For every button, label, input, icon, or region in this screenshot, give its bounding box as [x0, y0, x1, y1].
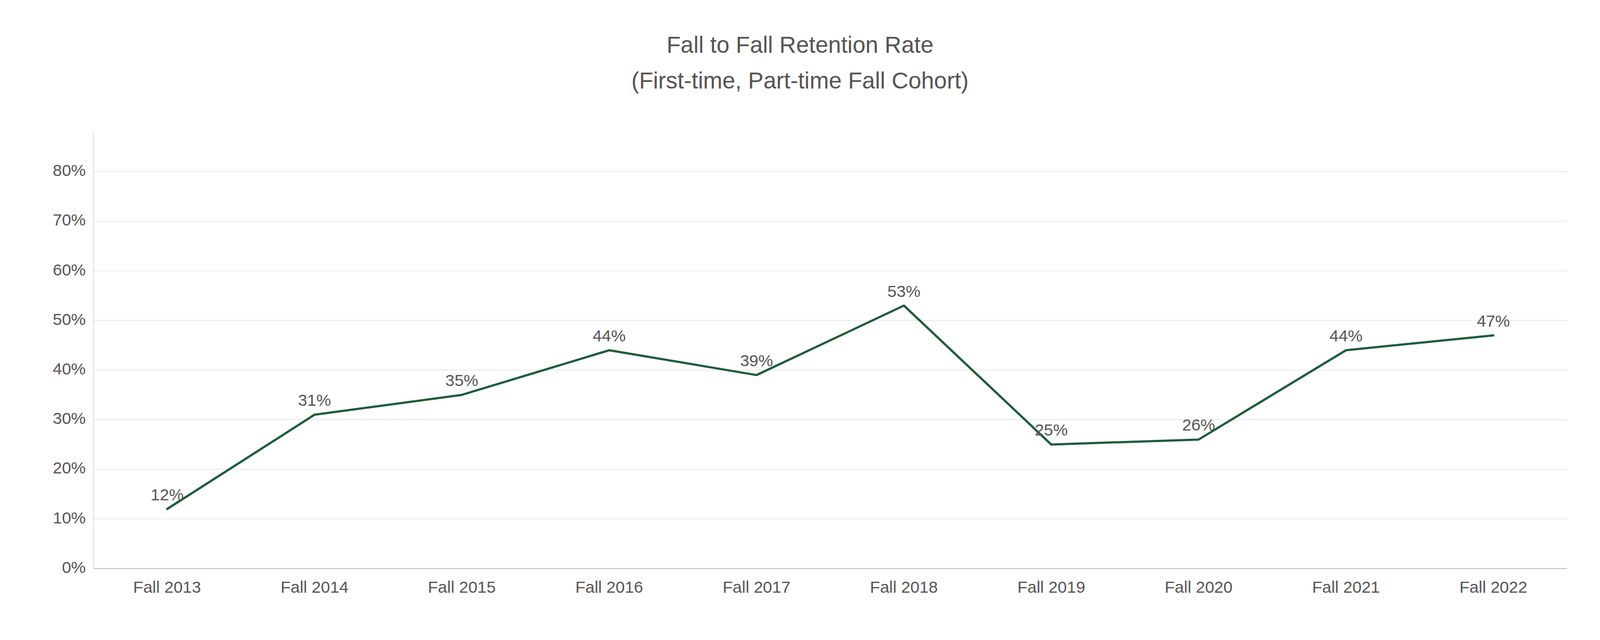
y-tick-label: 20%: [52, 458, 86, 477]
data-label: 26%: [1182, 415, 1216, 434]
x-tick-label: Fall 2014: [280, 577, 348, 596]
x-tick-label: Fall 2019: [1017, 577, 1085, 596]
y-tick-label: 0%: [62, 557, 86, 577]
grid-line: [93, 369, 1568, 371]
grid-line: [93, 419, 1568, 420]
x-tick-label: Fall 2018: [870, 577, 938, 596]
data-label: 47%: [1476, 311, 1510, 330]
y-tick-label: 50%: [52, 309, 86, 329]
title: Fall to Fall Retention Rate: [666, 31, 934, 58]
grid-line: [93, 270, 1568, 271]
y-axis-line: [92, 131, 94, 569]
chart-svg: Fall to Fall Retention Rate (First-time, …: [0, 0, 1600, 640]
y-tick-label: 30%: [52, 408, 86, 428]
y-tick-label: 40%: [52, 359, 86, 378]
series-group: [167, 305, 1494, 509]
data-label: 25%: [1034, 420, 1068, 439]
y-tick-label: 80%: [52, 161, 86, 180]
grid-line: [93, 319, 1568, 321]
data-label: 39%: [739, 351, 773, 370]
subtitle: (First-time, Part-time Fall Cohort): [631, 67, 970, 94]
x-tick-label: Fall 2016: [575, 577, 644, 596]
x-tick-label: Fall 2022: [1459, 577, 1527, 596]
grid-line: [93, 568, 1568, 569]
grid-line: [93, 171, 1568, 173]
x-axis-line: [93, 567, 1568, 569]
grid-line: [93, 518, 1568, 519]
y-tick-label: 70%: [52, 210, 86, 229]
x-tick-label: Fall 2017: [722, 577, 791, 596]
data-label: 44%: [1329, 326, 1363, 345]
data-label: 44%: [592, 326, 626, 345]
chart-container: Fall to Fall Retention Rate (First-time, …: [0, 0, 1600, 640]
data-label: 12%: [150, 485, 184, 504]
data-label: 35%: [445, 371, 479, 390]
data-label: 53%: [887, 281, 921, 301]
y-grid: [93, 171, 1568, 569]
y-tick-label: 60%: [52, 260, 86, 279]
grid-line: [93, 220, 1568, 222]
x-tick-label: Fall 2021: [1311, 577, 1380, 596]
line: [167, 305, 1494, 509]
y-tick-label: 10%: [52, 508, 86, 527]
x-tick-label: Fall 2013: [133, 577, 201, 596]
grid-line: [93, 468, 1568, 470]
x-tick-label: Fall 2015: [428, 577, 496, 596]
x-tick-label: Fall 2020: [1164, 577, 1233, 596]
data-label: 31%: [297, 390, 331, 409]
